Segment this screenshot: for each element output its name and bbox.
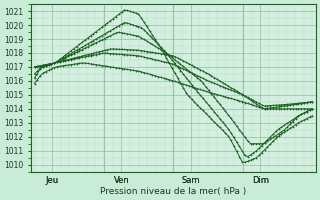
Text: Sam: Sam	[181, 176, 200, 185]
Text: Jeu: Jeu	[45, 176, 59, 185]
Text: Dim: Dim	[252, 176, 269, 185]
Text: Ven: Ven	[114, 176, 129, 185]
X-axis label: Pression niveau de la mer( hPa ): Pression niveau de la mer( hPa )	[100, 187, 247, 196]
